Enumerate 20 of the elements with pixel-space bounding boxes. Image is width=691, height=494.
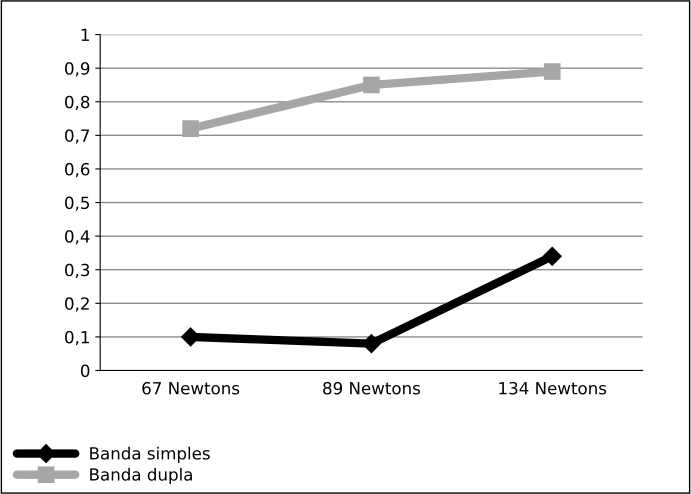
y-tick-label: 0,1: [65, 330, 89, 346]
y-tick-label: 0,6: [65, 162, 90, 178]
y-tick-label: 0,5: [65, 196, 90, 211]
y-tick-label: 0,3: [65, 264, 90, 278]
y-tick-label: 0: [80, 364, 90, 378]
y-tick-label: 0,8: [65, 96, 90, 110]
y-tick-label: 0,9: [65, 62, 90, 76]
point: [182, 120, 199, 137]
y-tick-label: 1: [82, 28, 89, 41]
y-tick-label: 0,4: [65, 230, 90, 244]
legend-label: Banda dupla: [90, 468, 192, 484]
point: [544, 63, 561, 80]
legend-label: Banda simples: [90, 446, 210, 463]
x-tick-label: 67 Newtons: [142, 382, 240, 395]
point: [363, 76, 380, 94]
x-tick-label: 134 Newtons: [499, 382, 606, 395]
point: [542, 246, 562, 266]
y-tick-label: 0,2: [65, 297, 89, 312]
x-tick-label: 89 Newtons: [323, 382, 420, 395]
y-tick-label: 0,7: [65, 129, 90, 144]
